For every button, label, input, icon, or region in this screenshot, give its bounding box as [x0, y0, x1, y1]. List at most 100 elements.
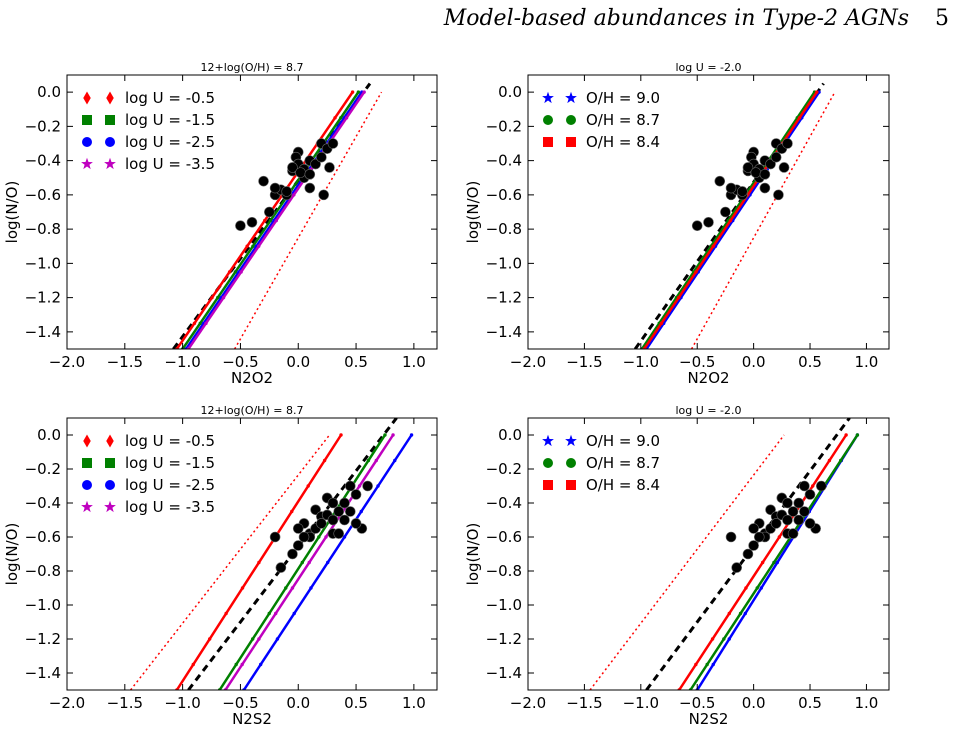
legend: O/H = 9.0 O/H = 8.7 O/H = 8.4 [542, 89, 660, 151]
y-axis-label: log(N/O) [3, 181, 21, 244]
series-marker [267, 611, 271, 616]
series-marker [307, 560, 311, 565]
x-axis-label: N2S2 [232, 710, 272, 728]
x-tick-label: 0.0 [286, 353, 310, 371]
series-marker [224, 611, 228, 616]
plot-area [528, 418, 889, 690]
legend-marker [104, 157, 116, 170]
legend: log U = -0.5 log U = -1.5 log U = -2.5 log … [81, 89, 215, 173]
x-tick-label: −1.5 [107, 353, 143, 371]
series-marker [204, 321, 208, 326]
y-tick-label: −0.8 [486, 220, 522, 238]
plot-content [130, 418, 414, 690]
series-marker [710, 637, 715, 641]
legend-marker [543, 458, 553, 468]
plot-area [528, 75, 889, 349]
chart-title: 12+log(O/H) = 8.7 [201, 61, 304, 74]
y-tick-label: −1.2 [486, 289, 522, 307]
y-tick-label: −1.2 [486, 630, 522, 648]
y-tick-label: 0.0 [498, 426, 522, 444]
y-tick-label: 0.0 [37, 83, 61, 101]
x-tick-label: 0.5 [344, 694, 368, 712]
x-tick-label: −0.5 [222, 353, 258, 371]
data-point [269, 182, 281, 194]
data-point [281, 186, 292, 197]
data-point [720, 206, 731, 218]
legend: log U = -0.5 log U = -1.5 log U = -2.5 log … [81, 432, 215, 516]
data-point [264, 206, 275, 218]
x-tick-label: −1.5 [566, 694, 602, 712]
series-marker [344, 116, 349, 120]
legend-marker [105, 480, 115, 490]
data-point [691, 220, 703, 231]
plot-content [633, 82, 836, 349]
x-tick-label: 1.0 [402, 694, 426, 712]
series-marker [245, 244, 249, 248]
x-tick-label: −0.5 [222, 694, 258, 712]
series-marker [257, 637, 261, 641]
x-tick-label: 0.0 [742, 694, 766, 712]
series-marker [284, 586, 288, 590]
chart-title: log U = -2.0 [676, 404, 742, 417]
data-point [737, 186, 748, 197]
data-point [782, 138, 793, 149]
series-marker [356, 90, 361, 94]
data-point [295, 167, 306, 178]
legend-marker [106, 91, 114, 105]
series-marker [711, 662, 715, 667]
data-point [714, 175, 726, 187]
data-point [344, 506, 356, 517]
data-point [782, 514, 793, 526]
chart-panel-2: −2.0 −1.5 −1.0 −0.5 0.0 0.5 1.0 0.0 −0.2 −0.4 −0.6… [464, 61, 890, 387]
y-axis-label: log(N/O) [464, 181, 482, 244]
y-tick-label: −1.2 [25, 289, 61, 307]
chart-title: 12+log(O/H) = 8.7 [201, 404, 304, 417]
legend-label: log U = -1.5 [125, 454, 215, 472]
legend-label: log U = -1.5 [125, 111, 215, 129]
y-tick-label: −0.2 [25, 460, 61, 478]
series-marker [339, 116, 343, 120]
chart-panel-1: −2.0 −1.5 −1.0 −0.5 0.0 0.5 1.0 0.0 −0.2 −0.4 −0.6… [3, 61, 438, 387]
legend-label: log U = -3.5 [125, 155, 215, 173]
series-marker [743, 611, 747, 616]
x-tick-label: 0.5 [798, 353, 822, 371]
x-tick-label: −0.5 [679, 353, 715, 371]
series-marker [233, 270, 238, 274]
legend-label: O/H = 9.0 [586, 89, 660, 107]
x-tick-label: −1.5 [107, 694, 143, 712]
legend-label: O/H = 8.4 [586, 476, 660, 494]
data-point [742, 548, 754, 560]
y-tick-label: 0.0 [37, 426, 61, 444]
series-marker [290, 509, 294, 514]
series-marker [383, 433, 387, 437]
data-point [298, 531, 310, 543]
legend-marker [566, 115, 576, 125]
legend-label: O/H = 8.7 [586, 111, 660, 129]
plot-area [67, 75, 437, 349]
series-marker [250, 637, 255, 641]
data-point [304, 169, 316, 180]
y-tick-label: −0.2 [486, 460, 522, 478]
series-marker [234, 662, 238, 667]
series-marker [659, 321, 664, 326]
data-point [324, 162, 335, 173]
y-axis-label: log(N/O) [464, 523, 482, 586]
legend-label: log U = -0.5 [125, 432, 215, 450]
legend-marker [565, 434, 577, 447]
series-marker [268, 218, 273, 223]
legend-marker [106, 434, 114, 448]
data-point [742, 162, 754, 173]
dotted-reference-line [234, 91, 383, 349]
legend-marker [565, 91, 577, 104]
dotted-reference-line [130, 434, 331, 690]
legend-marker [82, 458, 92, 468]
data-point [759, 182, 771, 194]
series-marker [251, 244, 255, 248]
series-marker [274, 611, 278, 616]
plot-frame [527, 74, 890, 350]
data-point [362, 480, 373, 492]
series-marker [760, 560, 765, 565]
legend-marker [83, 434, 91, 448]
y-tick-label: −0.6 [486, 186, 522, 204]
dashed-reference-line [633, 82, 825, 349]
